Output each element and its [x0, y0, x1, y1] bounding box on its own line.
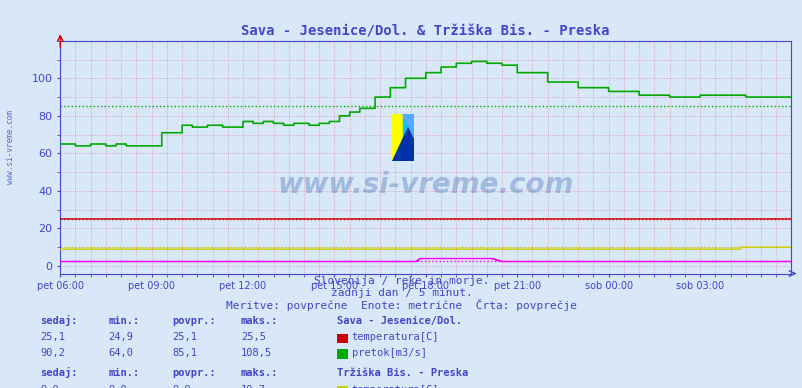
- Text: 25,5: 25,5: [241, 332, 265, 342]
- Text: Tržiška Bis. - Preska: Tržiška Bis. - Preska: [337, 368, 468, 378]
- Text: 25,1: 25,1: [40, 332, 65, 342]
- Text: povpr.:: povpr.:: [172, 316, 216, 326]
- Text: www.si-vreme.com: www.si-vreme.com: [277, 171, 573, 199]
- Text: 24,9: 24,9: [108, 332, 133, 342]
- Text: maks.:: maks.:: [241, 368, 278, 378]
- Polygon shape: [391, 114, 403, 161]
- Text: Slovenija / reke in morje.: Slovenija / reke in morje.: [314, 276, 488, 286]
- Text: 25,1: 25,1: [172, 332, 197, 342]
- Text: 9,9: 9,9: [172, 385, 191, 388]
- Polygon shape: [403, 114, 414, 138]
- Text: 10,7: 10,7: [241, 385, 265, 388]
- Text: sedaj:: sedaj:: [40, 367, 78, 378]
- Text: temperatura[C]: temperatura[C]: [351, 332, 439, 342]
- Text: 85,1: 85,1: [172, 348, 197, 358]
- Title: Sava - Jesenice/Dol. & Tržiška Bis. - Preska: Sava - Jesenice/Dol. & Tržiška Bis. - Pr…: [241, 24, 609, 38]
- Text: 9,0: 9,0: [40, 385, 59, 388]
- Text: Meritve: povprečne  Enote: metrične  Črta: povprečje: Meritve: povprečne Enote: metrične Črta:…: [225, 299, 577, 311]
- Text: 108,5: 108,5: [241, 348, 272, 358]
- Polygon shape: [391, 114, 414, 161]
- Text: Sava - Jesenice/Dol.: Sava - Jesenice/Dol.: [337, 316, 462, 326]
- Text: temperatura[C]: temperatura[C]: [351, 385, 439, 388]
- Text: 90,2: 90,2: [40, 348, 65, 358]
- Text: sedaj:: sedaj:: [40, 315, 78, 326]
- Text: zadnji dan / 5 minut.: zadnji dan / 5 minut.: [330, 288, 472, 298]
- Text: povpr.:: povpr.:: [172, 368, 216, 378]
- Text: min.:: min.:: [108, 316, 140, 326]
- Text: 9,0: 9,0: [108, 385, 127, 388]
- Text: www.si-vreme.com: www.si-vreme.com: [6, 111, 15, 184]
- Polygon shape: [403, 114, 414, 161]
- Text: min.:: min.:: [108, 368, 140, 378]
- Text: 64,0: 64,0: [108, 348, 133, 358]
- Text: pretok[m3/s]: pretok[m3/s]: [351, 348, 426, 358]
- Text: maks.:: maks.:: [241, 316, 278, 326]
